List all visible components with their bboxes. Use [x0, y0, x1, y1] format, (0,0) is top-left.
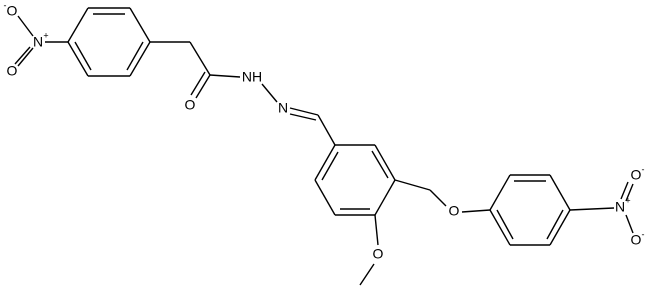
- atom-label: O: [631, 232, 642, 248]
- atom-charge: -: [642, 229, 645, 239]
- atom-charge: -: [4, 0, 7, 10]
- atom-label: N: [278, 100, 288, 116]
- atom-labels: O - N + O O NH N O O O - N + O -: [4, 0, 645, 261]
- atom-charge: +: [43, 30, 48, 40]
- atom-charge: -: [642, 164, 645, 174]
- atom-label: O: [7, 63, 18, 79]
- bonds: [14, 7, 634, 286]
- atom-label: N: [615, 199, 625, 215]
- atom-label: O: [631, 167, 642, 183]
- atom-label: NH: [242, 69, 262, 85]
- atom-label: O: [449, 203, 460, 219]
- atom-label: O: [7, 3, 18, 19]
- atom-label: O: [185, 97, 196, 113]
- atom-label: O: [373, 246, 384, 262]
- atom-label: N: [33, 34, 43, 50]
- atom-charge: +: [625, 195, 630, 205]
